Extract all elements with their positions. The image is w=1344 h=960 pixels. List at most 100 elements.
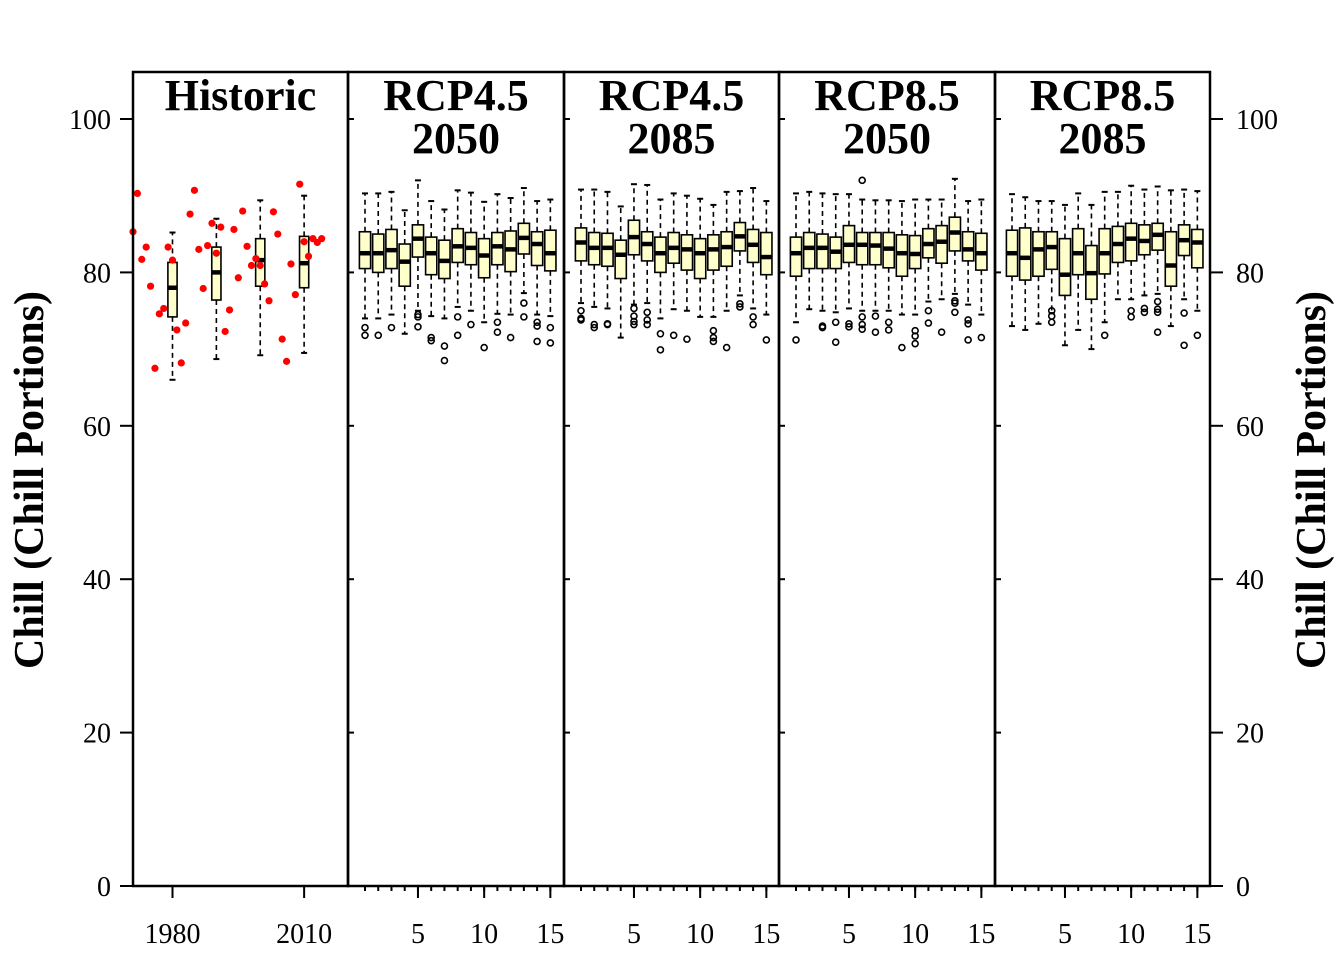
outlier-point xyxy=(630,304,638,313)
outlier-point xyxy=(1140,308,1149,317)
box-15 xyxy=(543,198,557,347)
box-4 xyxy=(614,205,628,339)
box-iqr xyxy=(614,239,628,280)
panel-title: RCP4.5 xyxy=(383,71,528,120)
x-tick-label: 2010 xyxy=(276,919,332,950)
outlier-point xyxy=(792,336,800,344)
box-14 xyxy=(1177,188,1191,350)
outlier-point xyxy=(845,319,853,328)
box-11 xyxy=(706,203,720,346)
outlier-point xyxy=(871,328,880,337)
observed-point xyxy=(151,364,159,372)
box-6 xyxy=(1071,192,1085,331)
x-tick-label: 10 xyxy=(1117,919,1145,950)
box-1 xyxy=(358,192,372,340)
box-iqr xyxy=(935,224,949,264)
outlier-point xyxy=(1193,331,1202,340)
observed-point xyxy=(261,280,269,288)
box-iqr xyxy=(1190,228,1204,269)
observed-point xyxy=(278,335,286,343)
outlier-point xyxy=(374,331,383,340)
observed-point xyxy=(142,243,150,251)
outlier-point xyxy=(1127,313,1135,321)
observed-point xyxy=(274,230,282,238)
box-12 xyxy=(935,198,949,337)
box-9 xyxy=(1111,190,1125,301)
box-iqr xyxy=(961,230,975,262)
box-15 xyxy=(1190,190,1204,340)
x-tick-label: 15 xyxy=(967,919,995,950)
outlier-point xyxy=(453,313,462,321)
observed-point xyxy=(304,252,313,260)
observed-point xyxy=(239,207,247,215)
box-12 xyxy=(1151,185,1165,337)
y-axis-left: 0 20 40 60 80 100 xyxy=(69,105,133,903)
outlier-point xyxy=(937,328,946,337)
box-13 xyxy=(948,177,962,317)
box-13 xyxy=(517,187,531,321)
outlier-point xyxy=(1047,318,1056,327)
observed-point xyxy=(146,282,155,290)
box-1 xyxy=(574,188,588,324)
box-1 xyxy=(1005,193,1019,328)
observed-point xyxy=(190,186,199,194)
outlier-point xyxy=(1153,308,1162,317)
panel-frame xyxy=(131,70,350,888)
outlier-point xyxy=(1180,309,1188,317)
box-iqr xyxy=(1058,237,1072,297)
outlier-point xyxy=(520,313,528,321)
box-7 xyxy=(1085,203,1098,351)
box-15 xyxy=(974,198,988,342)
observed-point xyxy=(225,306,234,314)
observed-point xyxy=(173,326,181,334)
box-iqr xyxy=(411,224,425,258)
outlier-point xyxy=(577,316,585,324)
y-tick-label-left: 80 xyxy=(83,258,111,289)
outlier-point xyxy=(924,306,933,315)
outlier-point xyxy=(964,319,972,328)
outlier-point xyxy=(951,308,959,317)
outlier-point xyxy=(590,320,599,329)
outlier-point xyxy=(911,332,919,340)
outlier-point xyxy=(493,328,502,337)
outlier-point xyxy=(533,318,541,327)
box-iqr xyxy=(802,231,816,270)
box-iqr xyxy=(759,231,773,276)
y-tick-label-left: 60 xyxy=(83,412,111,443)
observed-point xyxy=(182,319,190,327)
observed-point xyxy=(230,225,238,234)
panel-title: 2085 xyxy=(628,114,716,163)
box-13 xyxy=(733,190,747,311)
box-15 xyxy=(759,200,773,344)
outlier-point xyxy=(964,336,972,344)
box-4 xyxy=(398,209,412,335)
observed-point xyxy=(199,284,207,293)
box-iqr xyxy=(398,243,412,288)
outlier-point xyxy=(977,333,986,342)
x-tick-label: 5 xyxy=(842,919,856,950)
y-axis-title-right: Chill (Chill Portions) xyxy=(1289,291,1335,669)
box-iqr xyxy=(855,231,869,266)
box-4 xyxy=(829,193,843,346)
observed-point xyxy=(300,238,308,246)
outlier-point xyxy=(709,337,718,346)
box-iqr xyxy=(530,230,544,267)
box-4 xyxy=(1045,200,1059,327)
box-9 xyxy=(895,200,909,352)
outlier-point xyxy=(361,331,369,340)
box-12 xyxy=(504,197,518,342)
outlier-point xyxy=(630,317,638,326)
box-2 xyxy=(371,192,385,340)
x-tick-label: 15 xyxy=(752,919,780,950)
box-iqr xyxy=(693,237,707,280)
y-tick-label-right: 40 xyxy=(1236,565,1264,596)
box-10 xyxy=(908,198,922,348)
box-2 xyxy=(802,190,816,311)
observed-point xyxy=(177,359,185,367)
box-iqr xyxy=(869,231,882,266)
outlier-point xyxy=(911,339,919,348)
box-13 xyxy=(1164,189,1178,328)
outlier-point xyxy=(520,299,528,307)
box-8 xyxy=(882,199,896,334)
